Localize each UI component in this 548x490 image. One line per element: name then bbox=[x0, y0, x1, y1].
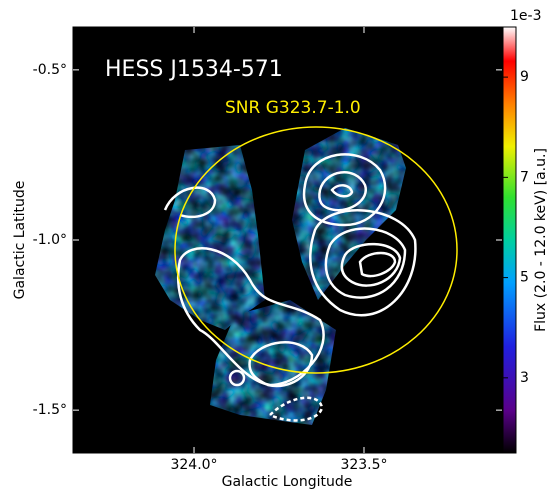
annotation: SNR G323.7-1.0 bbox=[225, 98, 361, 118]
contours bbox=[163, 153, 417, 422]
colorbar-tick-label: 5 bbox=[520, 270, 529, 286]
colorbar bbox=[502, 26, 517, 454]
x-tick-label: 324.0° bbox=[170, 457, 217, 473]
snr-ellipse bbox=[174, 126, 458, 374]
y-axis-label: Galactic Latitude bbox=[12, 181, 28, 300]
colorbar-tick-label: 3 bbox=[520, 370, 529, 386]
y-tick-label: -0.5° bbox=[33, 62, 67, 78]
x-tick-label: 323.5° bbox=[340, 457, 387, 473]
colorbar-label: Flux (2.0 - 12.0 keV) [a.u.] bbox=[533, 148, 548, 332]
y-tick-label: -1.0° bbox=[33, 232, 67, 248]
colorbar-tick-label: 7 bbox=[520, 169, 529, 185]
x-axis-label: Galactic Longitude bbox=[222, 474, 353, 490]
colorbar-tick-label: 9 bbox=[520, 69, 529, 85]
chart-title: HESS J1534-571 bbox=[105, 57, 283, 82]
y-tick-label: -1.5° bbox=[33, 402, 67, 418]
xray-map bbox=[155, 128, 406, 425]
colorbar-multiplier: 1e-3 bbox=[510, 8, 541, 24]
